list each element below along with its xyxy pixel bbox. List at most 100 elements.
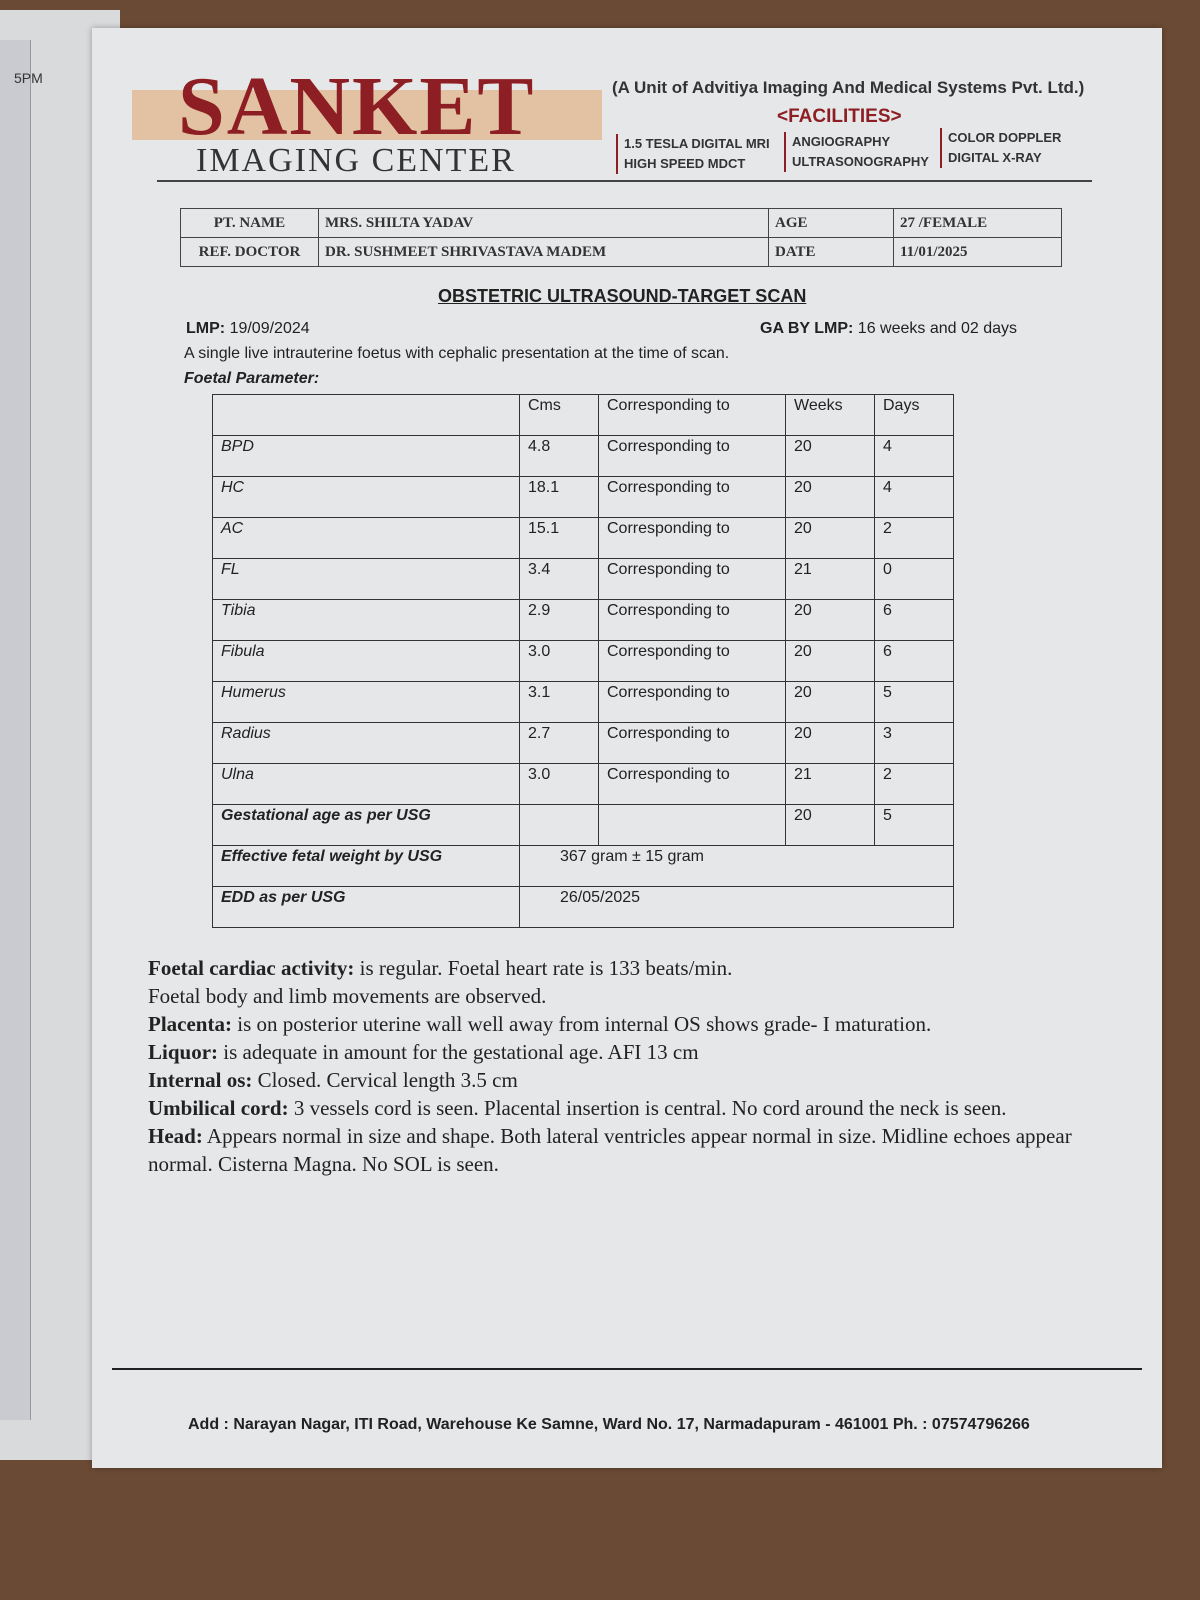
cell-corresponding: Corresponding to bbox=[598, 558, 786, 600]
facility: HIGH SPEED MDCT bbox=[624, 156, 746, 171]
cell-days: 6 bbox=[874, 599, 954, 641]
cell-corresponding: Corresponding to bbox=[598, 763, 786, 805]
table-header: Cms Corresponding to Weeks Days bbox=[212, 394, 954, 436]
finding-line: Liquor: is adequate in amount for the ge… bbox=[148, 1038, 1108, 1066]
header-corresponding: Corresponding to bbox=[598, 394, 786, 436]
cell-cms: 15.1 bbox=[519, 517, 599, 559]
cell-cms: 3.0 bbox=[519, 763, 599, 805]
cell-param: FL bbox=[212, 558, 520, 600]
finding-label: Placenta: bbox=[148, 1012, 232, 1036]
name-label: PT. NAME bbox=[180, 208, 319, 238]
finding-line: Head: Appears normal in size and shape. … bbox=[148, 1122, 1108, 1178]
ref-label: REF. DOCTOR bbox=[180, 237, 319, 267]
edd-value: 26/05/2025 bbox=[519, 886, 954, 928]
findings: Foetal cardiac activity: is regular. Foe… bbox=[148, 954, 1108, 1178]
cell-corresponding: Corresponding to bbox=[598, 599, 786, 641]
cell-weeks: 20 bbox=[785, 517, 875, 559]
table-row-ga-usg: Gestational age as per USG 20 5 bbox=[212, 804, 954, 846]
cell-days: 0 bbox=[874, 558, 954, 600]
table-row: AC 15.1 Corresponding to 20 2 bbox=[212, 517, 954, 559]
foetal-parameter-label: Foetal Parameter: bbox=[184, 370, 320, 387]
finding-label: Liquor: bbox=[148, 1040, 219, 1064]
age-label: AGE bbox=[768, 208, 894, 238]
cell-weeks: 20 bbox=[785, 722, 875, 764]
facility: DIGITAL X-RAY bbox=[948, 150, 1042, 165]
patient-age: 27 /FEMALE bbox=[893, 208, 1062, 238]
cell-corresponding: Corresponding to bbox=[598, 517, 786, 559]
ga-by-lmp: GA BY LMP: 16 weeks and 02 days bbox=[760, 320, 1017, 338]
cell-weeks: 20 bbox=[785, 681, 875, 723]
cell-corresponding: Corresponding to bbox=[598, 681, 786, 723]
cell-days: 6 bbox=[874, 640, 954, 682]
finding-text: is adequate in amount for the gestationa… bbox=[218, 1040, 699, 1064]
date-label: DATE bbox=[768, 237, 894, 267]
finding-text: Closed. Cervical length 3.5 cm bbox=[252, 1068, 518, 1092]
cell-weeks: 21 bbox=[785, 763, 875, 805]
header-divider bbox=[157, 180, 1092, 182]
underlying-page-edge bbox=[0, 40, 31, 1420]
ref-doctor: DR. SUSHMEET SHRIVASTAVA MADEM bbox=[318, 237, 769, 267]
footer-divider bbox=[112, 1368, 1142, 1370]
logo-band bbox=[132, 90, 602, 140]
finding-text: Appears normal in size and shape. Both l… bbox=[148, 1124, 1072, 1176]
cell-corresponding: Corresponding to bbox=[598, 476, 786, 518]
table-row: Radius 2.7 Corresponding to 20 3 bbox=[212, 722, 954, 764]
ga-usg-weeks: 20 bbox=[785, 804, 875, 846]
foetal-parameter-table: Cms Corresponding to Weeks Days BPD 4.8 Corres… bbox=[212, 394, 954, 928]
table-row: BPD 4.8 Corresponding to 20 4 bbox=[212, 435, 954, 477]
cell-param: Ulna bbox=[212, 763, 520, 805]
lmp-label: LMP: bbox=[186, 320, 226, 337]
cell-corresponding: Corresponding to bbox=[598, 640, 786, 682]
cell-param: HC bbox=[212, 476, 520, 518]
finding-label: Internal os: bbox=[148, 1068, 253, 1092]
cell-cms: 2.7 bbox=[519, 722, 599, 764]
finding-text: 3 vessels cord is seen. Placental insert… bbox=[288, 1096, 1007, 1120]
cell-days: 4 bbox=[874, 476, 954, 518]
table-row: FL 3.4 Corresponding to 21 0 bbox=[212, 558, 954, 600]
cell-days: 3 bbox=[874, 722, 954, 764]
finding-label: Umbilical cord: bbox=[148, 1096, 289, 1120]
cell-cms: 3.1 bbox=[519, 681, 599, 723]
cell-weeks: 20 bbox=[785, 640, 875, 682]
logo-title: SANKET bbox=[178, 60, 536, 153]
facility-col-2: ANGIOGRAPHY ULTRASONOGRAPHY bbox=[784, 132, 929, 172]
cell-days: 2 bbox=[874, 763, 954, 805]
footer-address: Add : Narayan Nagar, ITI Road, Warehouse… bbox=[188, 1416, 1030, 1433]
lmp: LMP: 19/09/2024 bbox=[186, 320, 310, 338]
cell-cms: 3.4 bbox=[519, 558, 599, 600]
cell-param: Radius bbox=[212, 722, 520, 764]
facility: 1.5 TESLA DIGITAL MRI bbox=[624, 136, 770, 151]
finding-line: Internal os: Closed. Cervical length 3.5… bbox=[148, 1066, 1108, 1094]
cell-weeks: 20 bbox=[785, 435, 875, 477]
table-row: HC 18.1 Corresponding to 20 4 bbox=[212, 476, 954, 518]
finding-line: Foetal body and limb movements are obser… bbox=[148, 982, 1108, 1010]
cell-param: AC bbox=[212, 517, 520, 559]
cell-param: BPD bbox=[212, 435, 520, 477]
cell-param: Humerus bbox=[212, 681, 520, 723]
edd-label: EDD as per USG bbox=[212, 886, 520, 928]
header-param bbox=[212, 394, 520, 436]
finding-text: is regular. Foetal heart rate is 133 bea… bbox=[354, 956, 733, 980]
finding-line: Foetal cardiac activity: is regular. Foe… bbox=[148, 954, 1108, 982]
header-weeks: Weeks bbox=[785, 394, 875, 436]
finding-label: Foetal cardiac activity: bbox=[148, 956, 355, 980]
finding-line: Umbilical cord: 3 vessels cord is seen. … bbox=[148, 1094, 1108, 1122]
patient-name: MRS. SHILTA YADAV bbox=[318, 208, 769, 238]
facility-col-3: COLOR DOPPLER DIGITAL X-RAY bbox=[940, 128, 1061, 168]
table-row-efw: Effective fetal weight by USG 367 gram ± … bbox=[212, 845, 954, 887]
time-fragment: 5PM bbox=[14, 70, 43, 86]
report-title: OBSTETRIC ULTRASOUND-TARGET SCAN bbox=[438, 286, 807, 306]
header-cms: Cms bbox=[519, 394, 599, 436]
table-row: Tibia 2.9 Corresponding to 20 6 bbox=[212, 599, 954, 641]
cell-days: 4 bbox=[874, 435, 954, 477]
ga-usg-label: Gestational age as per USG bbox=[212, 804, 520, 846]
logo-subtitle: IMAGING CENTER bbox=[196, 142, 516, 179]
finding-text: Foetal body and limb movements are obser… bbox=[148, 984, 547, 1008]
cell-param: Fibula bbox=[212, 640, 520, 682]
cell-param: Tibia bbox=[212, 599, 520, 641]
facility: ULTRASONOGRAPHY bbox=[792, 154, 929, 169]
facility-col-1: 1.5 TESLA DIGITAL MRI HIGH SPEED MDCT bbox=[616, 134, 770, 174]
summary: A single live intrauterine foetus with c… bbox=[184, 345, 730, 362]
table-row: Fibula 3.0 Corresponding to 20 6 bbox=[212, 640, 954, 682]
cell-days: 5 bbox=[874, 681, 954, 723]
